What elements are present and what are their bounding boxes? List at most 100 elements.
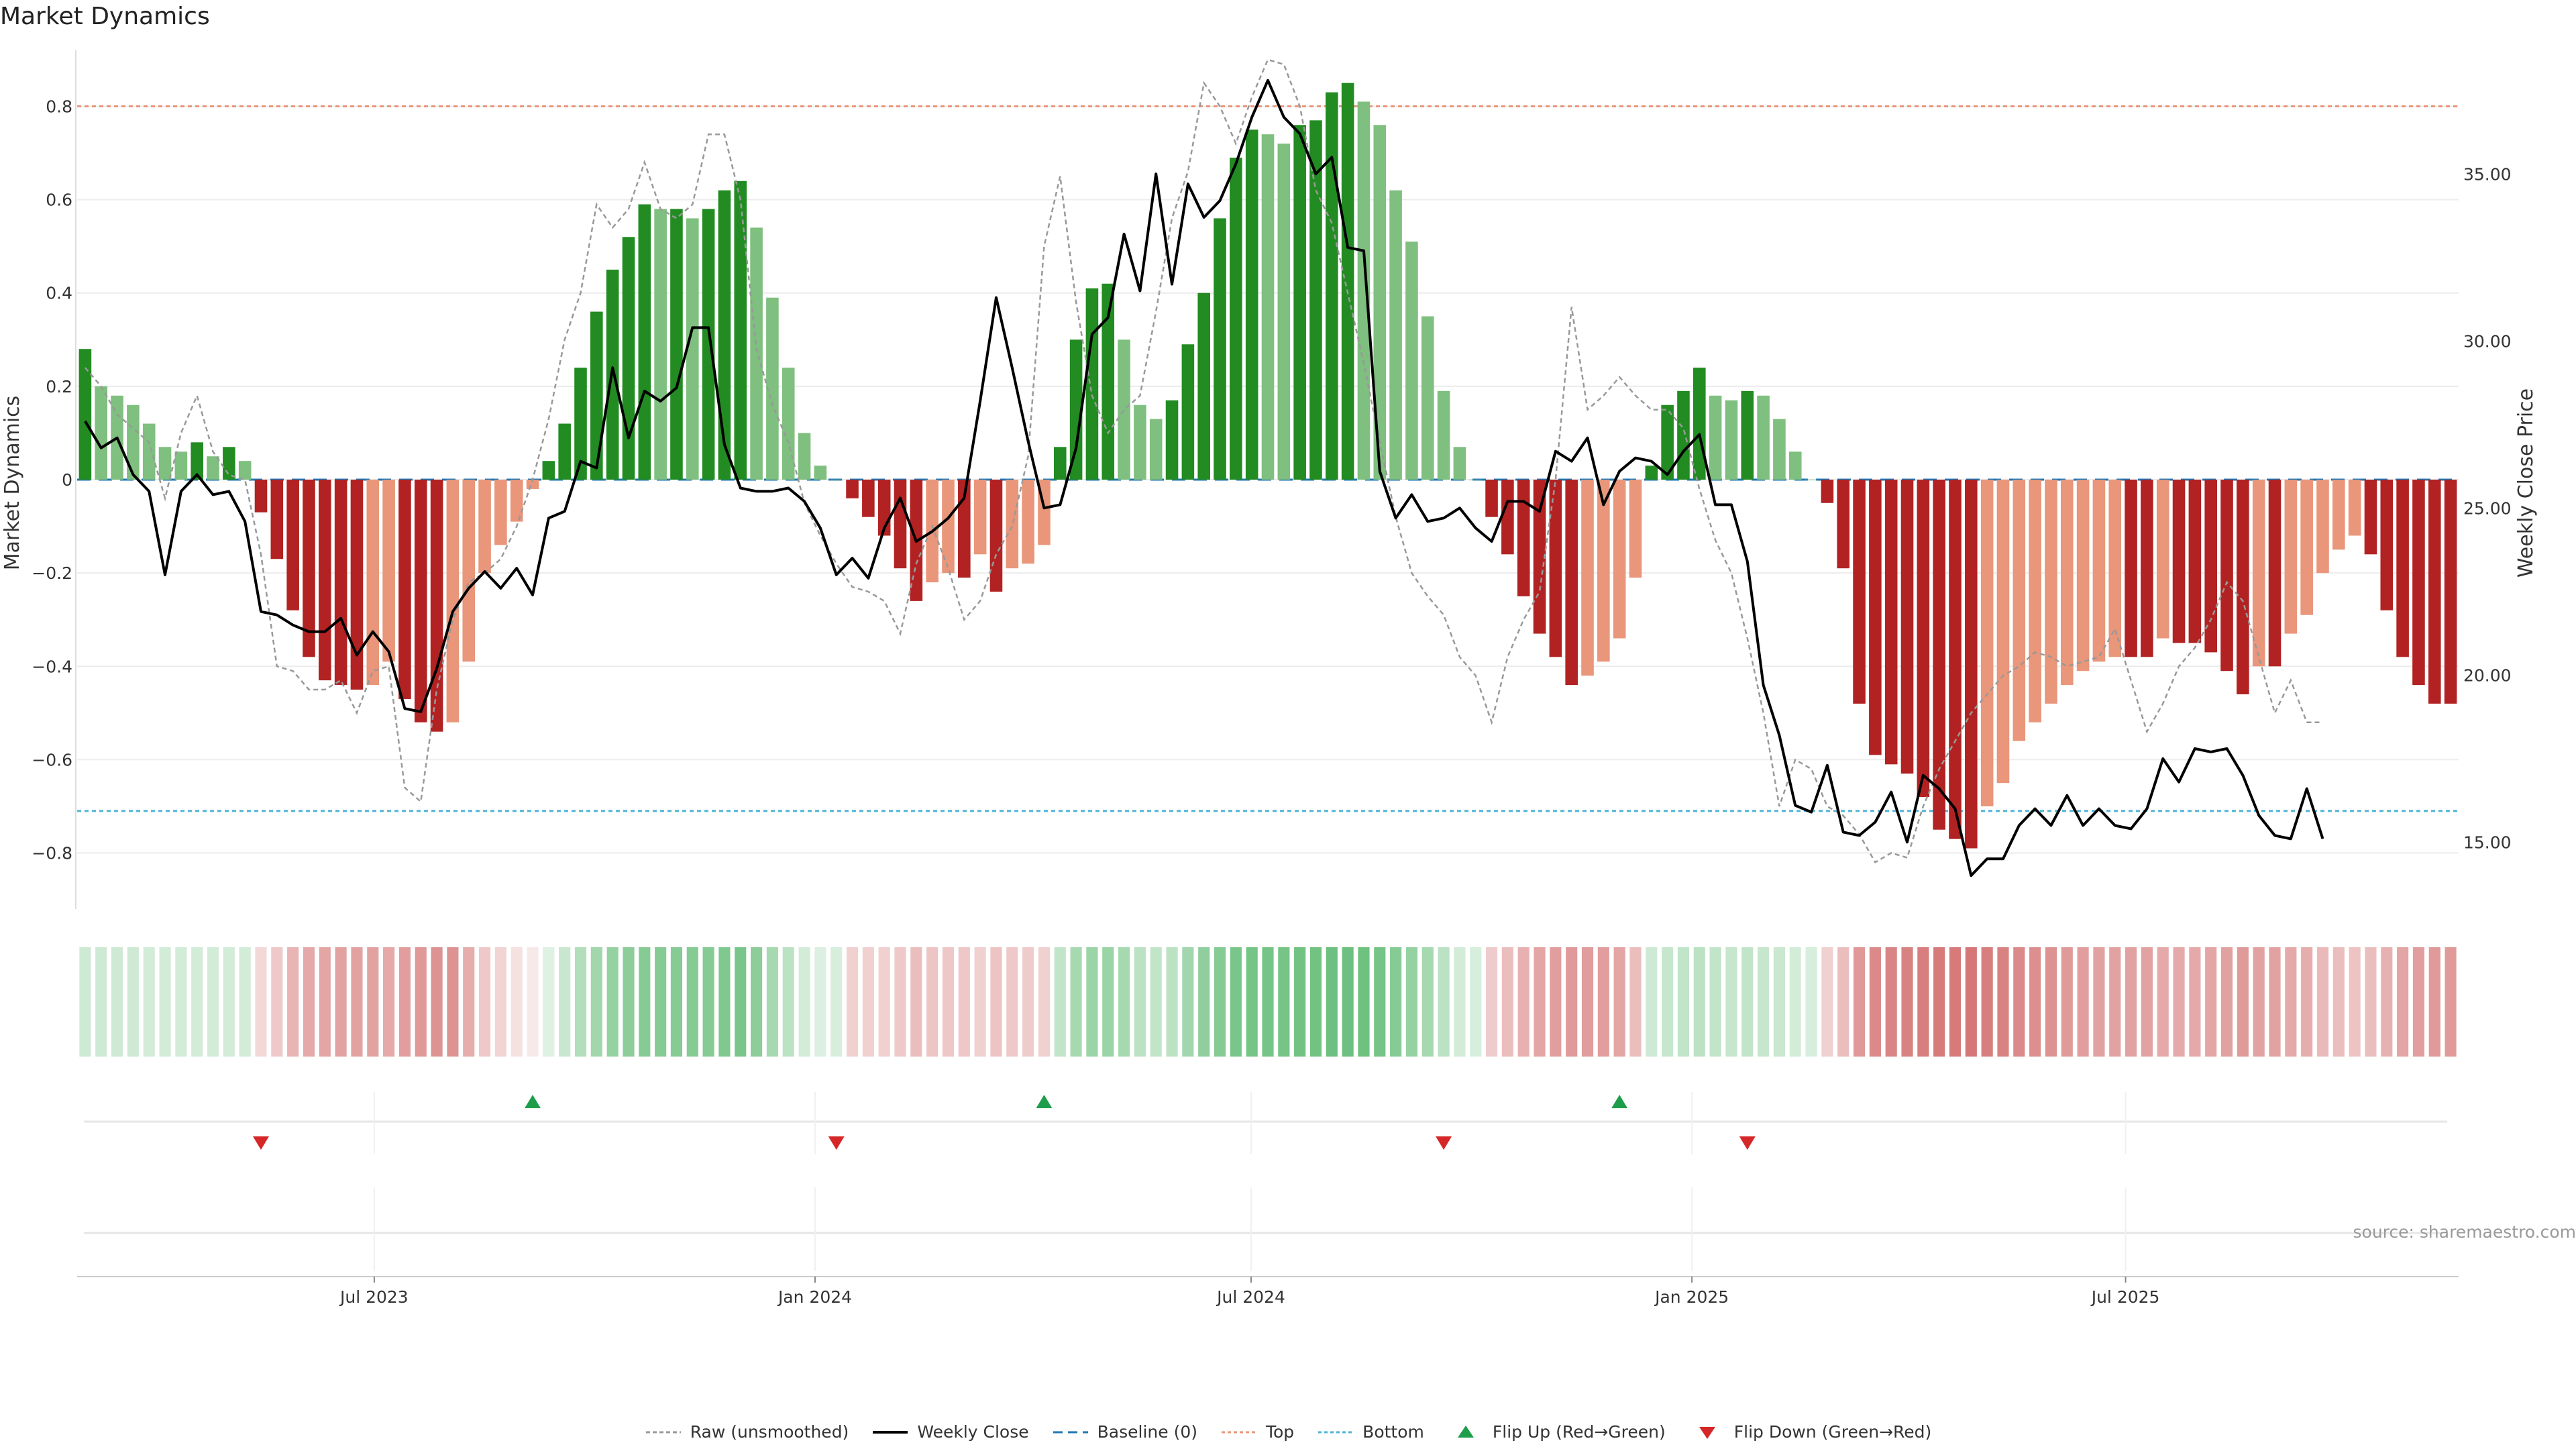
heat-cell — [1805, 947, 1817, 1057]
heat-cell — [814, 947, 826, 1057]
heat-cell — [1773, 947, 1785, 1057]
bar — [1357, 101, 1371, 480]
bar — [2396, 480, 2409, 657]
bar — [1230, 158, 1242, 480]
y-tick-label: 0.2 — [46, 377, 72, 396]
bar — [1165, 400, 1179, 480]
bar — [2204, 480, 2217, 653]
bar — [989, 480, 1003, 592]
bar — [814, 466, 827, 480]
heat-cell — [1054, 947, 1066, 1057]
bar — [1613, 480, 1626, 639]
heat-cell — [2316, 947, 2329, 1057]
bar — [398, 480, 411, 699]
heat-cell — [1869, 947, 1881, 1057]
bar — [174, 451, 188, 480]
heat-cell — [1837, 947, 1849, 1057]
y2-tick-label: 35.00 — [2463, 164, 2512, 184]
flip-up-marker — [525, 1095, 541, 1108]
heat-cell — [1358, 947, 1370, 1057]
heat-cell — [2269, 947, 2281, 1057]
bar — [542, 461, 555, 480]
heat-cell — [1421, 947, 1434, 1057]
heat-cell — [1677, 947, 1690, 1057]
heat-cell — [910, 947, 922, 1057]
bar — [2220, 480, 2233, 672]
bar — [319, 480, 331, 681]
heat-cell — [606, 947, 619, 1057]
heat-cell — [127, 947, 139, 1057]
x-tick-label: Jan 2025 — [1654, 1287, 1729, 1307]
bar — [158, 447, 172, 480]
heat-cell — [1821, 947, 1833, 1057]
bar — [2412, 480, 2425, 686]
bar — [734, 180, 747, 480]
bar — [1709, 395, 1722, 480]
bar — [430, 480, 443, 732]
bar — [382, 480, 395, 662]
y2-tick-label: 15.00 — [2463, 833, 2512, 852]
heat-cell — [798, 947, 810, 1057]
heat-cell — [1629, 947, 1642, 1057]
heat-cell — [367, 947, 379, 1057]
bar — [270, 480, 284, 559]
heat-cell — [159, 947, 171, 1057]
bar — [2332, 480, 2345, 550]
bar — [782, 368, 795, 480]
bar — [1533, 480, 1546, 634]
bar — [334, 480, 347, 686]
y-tick-label: 0.6 — [46, 191, 72, 210]
y-tick-label: 0 — [62, 470, 72, 490]
bar — [1341, 83, 1354, 480]
heat-cell — [1134, 947, 1146, 1057]
bar — [2268, 480, 2282, 667]
heat-cell — [478, 947, 491, 1057]
heat-cell — [623, 947, 635, 1057]
heat-cell — [1566, 947, 1578, 1057]
bar — [1501, 480, 1514, 555]
heat-cell — [1262, 947, 1274, 1057]
bar — [1996, 480, 2010, 784]
bar — [1373, 125, 1387, 480]
y-tick-label: −0.6 — [32, 750, 72, 769]
heat-cell — [1150, 947, 1162, 1057]
y-tick-label: −0.8 — [32, 844, 72, 863]
bar — [1389, 190, 1402, 480]
heat-cell — [1022, 947, 1034, 1057]
heat-cell — [830, 947, 843, 1057]
heat-cell — [303, 947, 315, 1057]
legend-label: Raw (unsmoothed) — [690, 1422, 849, 1442]
heat-cell — [223, 947, 235, 1057]
heat-cell — [543, 947, 555, 1057]
heat-cell — [2220, 947, 2233, 1057]
heat-cell — [1070, 947, 1082, 1057]
y2-tick-label: 25.00 — [2463, 498, 2512, 518]
bar — [2364, 480, 2377, 555]
heat-cell — [191, 947, 203, 1057]
heat-cell — [1725, 947, 1737, 1057]
bar — [1149, 419, 1163, 480]
heat-cell — [1693, 947, 1705, 1057]
bar — [1757, 395, 1770, 480]
heat-cell — [1309, 947, 1322, 1057]
bar — [223, 447, 235, 480]
heat-cell — [1933, 947, 1945, 1057]
heat-cell — [1038, 947, 1051, 1057]
bar — [574, 368, 587, 480]
heat-cell — [2141, 947, 2153, 1057]
heat-cell — [702, 947, 714, 1057]
bar — [622, 237, 635, 480]
legend-label: Top — [1265, 1422, 1295, 1442]
flip-down-marker — [1436, 1136, 1452, 1150]
y-tick-label: 0.4 — [46, 284, 72, 303]
bar — [1022, 480, 1034, 564]
heat-cell — [1709, 947, 1721, 1057]
y2-tick-label: 30.00 — [2463, 331, 2512, 351]
heat-cell — [1405, 947, 1418, 1057]
heat-cell — [239, 947, 251, 1057]
bar — [1085, 288, 1099, 480]
heat-cell — [1294, 947, 1306, 1057]
heat-cell — [1214, 947, 1226, 1057]
heat-cell — [1278, 947, 1290, 1057]
